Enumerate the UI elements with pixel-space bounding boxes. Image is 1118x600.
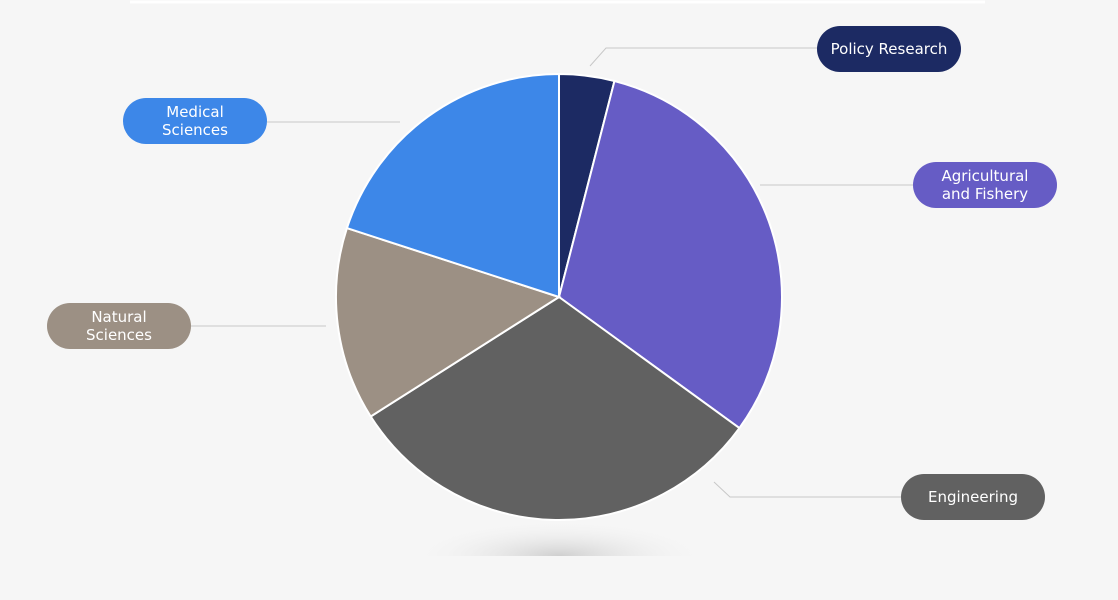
shadow-mask — [380, 556, 740, 600]
leader-line — [713, 481, 901, 498]
pie-slice — [345, 72, 560, 299]
pie-slice — [335, 226, 562, 418]
slice-label: Agricultural and Fishery — [913, 162, 1057, 208]
pie-slice — [369, 295, 741, 521]
pie-slice — [557, 79, 783, 430]
slice-label: Engineering — [901, 474, 1045, 520]
leader-line — [589, 47, 817, 67]
slice-label: Natural Sciences — [47, 303, 191, 349]
slice-label: Policy Research — [817, 26, 961, 72]
slice-label: Medical Sciences — [123, 98, 267, 144]
